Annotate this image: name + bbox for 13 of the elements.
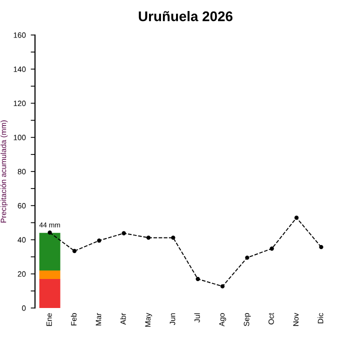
point: [48, 230, 52, 235]
point: [97, 238, 102, 243]
point: [294, 216, 299, 220]
point: [270, 246, 274, 251]
point: [220, 284, 225, 288]
point: [319, 245, 324, 250]
point: [122, 231, 126, 236]
point: [171, 236, 176, 240]
chart-title: Uruñuela 2026: [138, 11, 232, 22]
point: [146, 236, 151, 240]
point: [196, 276, 200, 282]
point: [72, 248, 77, 254]
point: [245, 256, 250, 260]
